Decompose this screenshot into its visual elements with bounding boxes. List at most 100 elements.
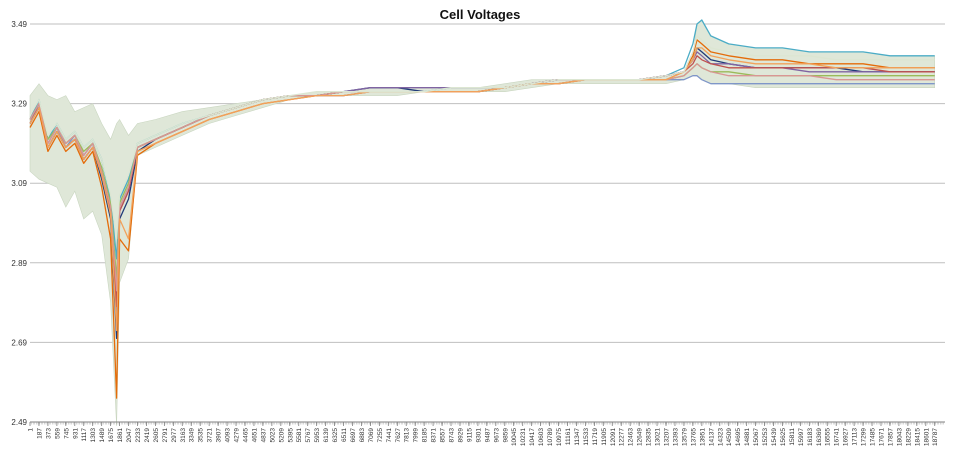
x-tick-label: 4279 <box>234 428 241 443</box>
y-tick-label: 3.09 <box>11 179 27 188</box>
x-tick-label: 2605 <box>153 428 160 443</box>
x-tick-label: 10417 <box>529 428 536 446</box>
x-tick-label: 3163 <box>180 428 187 443</box>
x-tick-label: 7999 <box>413 428 420 443</box>
x-tick-label: 15997 <box>798 428 805 446</box>
x-tick-label: 14881 <box>744 428 751 446</box>
series-lines <box>29 19 935 399</box>
x-tick-label: 8743 <box>449 428 456 443</box>
y-tick-label: 3.49 <box>11 20 27 29</box>
x-tick-label: 16555 <box>825 428 832 446</box>
cell-voltage-band <box>29 19 935 427</box>
x-tick-label: 6883 <box>359 428 366 443</box>
x-tick-label: 2977 <box>171 428 178 443</box>
x-tick-label: 10789 <box>547 428 554 446</box>
x-tick-label: 13579 <box>681 428 688 446</box>
x-tick-label: 3907 <box>216 428 223 443</box>
x-tick-label: 12835 <box>646 428 653 446</box>
y-tick-label: 3.29 <box>11 100 27 109</box>
x-tick-label: 14323 <box>717 428 724 446</box>
x-tick-label: 1 <box>28 428 35 432</box>
x-tick-label: 11161 <box>565 428 572 445</box>
x-tick-label: 4465 <box>243 428 250 443</box>
x-tick-label: 1117 <box>81 428 88 442</box>
x-tick-label: 187 <box>37 428 44 439</box>
x-tick-label: 16927 <box>843 428 850 446</box>
x-tick-label: 15625 <box>780 428 787 446</box>
x-tick-label: 6697 <box>350 428 357 443</box>
x-tick-label: 4837 <box>260 428 267 443</box>
x-tick-label: 18601 <box>923 428 930 446</box>
x-tick-label: 18229 <box>905 428 912 446</box>
y-tick-label: 2.49 <box>11 418 27 427</box>
x-tick-label: 10231 <box>520 428 527 446</box>
x-tick-label: 17299 <box>861 428 868 446</box>
chart-title: Cell Voltages <box>439 7 521 22</box>
x-axis: 1 187 373 559 745 931 1117 1303 1489 1675 1861 2047… <box>28 421 945 446</box>
x-tick-label: 2233 <box>135 428 142 443</box>
x-tick-label: 12649 <box>637 428 644 446</box>
x-tick-label: 2791 <box>162 428 169 443</box>
x-tick-label: 5953 <box>314 428 321 443</box>
x-tick-label: 11347 <box>574 428 581 446</box>
x-tick-label: 13951 <box>699 428 706 446</box>
x-tick-label: 4093 <box>225 428 232 443</box>
x-tick-label: 1303 <box>90 428 97 443</box>
series-envelope <box>29 19 935 427</box>
x-tick-label: 12091 <box>610 428 617 446</box>
series-line <box>29 75 935 320</box>
x-tick-label: 11905 <box>601 428 608 446</box>
x-tick-label: 1675 <box>108 428 115 443</box>
x-tick-label: 3721 <box>207 428 214 443</box>
x-tick-label: 15811 <box>789 428 796 446</box>
x-tick-label: 14695 <box>735 428 742 446</box>
x-tick-label: 8929 <box>458 428 465 443</box>
series-line <box>29 63 935 292</box>
x-tick-label: 18415 <box>914 428 921 446</box>
x-tick-label: 15067 <box>753 428 760 446</box>
x-tick-label: 16741 <box>834 428 841 446</box>
x-tick-label: 931 <box>72 428 79 439</box>
x-tick-label: 9487 <box>484 428 491 443</box>
series-line <box>29 55 935 308</box>
series-line <box>29 63 935 280</box>
x-tick-label: 1489 <box>99 428 106 443</box>
x-tick-label: 15439 <box>771 428 778 446</box>
y-tick-label: 2.69 <box>11 338 27 347</box>
x-tick-label: 13021 <box>655 428 662 446</box>
x-tick-label: 14509 <box>726 428 733 446</box>
x-tick-label: 5767 <box>305 428 312 443</box>
x-tick-label: 6511 <box>341 428 348 442</box>
x-tick-label: 6139 <box>323 428 330 443</box>
x-tick-label: 17485 <box>870 428 877 446</box>
x-tick-label: 8185 <box>422 428 429 443</box>
x-tick-label: 13207 <box>664 428 671 446</box>
x-tick-label: 10603 <box>538 428 545 446</box>
x-tick-label: 11533 <box>583 428 590 446</box>
series-line <box>29 35 935 240</box>
x-tick-label: 16183 <box>807 428 814 446</box>
x-tick-label: 5395 <box>287 428 294 443</box>
x-tick-label: 7255 <box>377 428 384 443</box>
x-tick-label: 7813 <box>404 428 411 443</box>
x-tick-label: 5581 <box>296 428 303 443</box>
x-tick-label: 11719 <box>592 428 599 446</box>
x-tick-label: 6325 <box>332 428 339 443</box>
x-tick-label: 745 <box>63 428 70 439</box>
x-tick-label: 373 <box>45 428 52 439</box>
x-tick-label: 9301 <box>475 428 482 443</box>
x-tick-label: 7069 <box>368 428 375 443</box>
x-tick-label: 17857 <box>888 428 895 446</box>
x-tick-label: 2047 <box>126 428 133 443</box>
x-tick-label: 9859 <box>502 428 509 443</box>
x-tick-label: 3349 <box>189 428 196 443</box>
x-tick-label: 10045 <box>511 428 518 446</box>
x-tick-label: 13393 <box>673 428 680 446</box>
x-tick-label: 4651 <box>251 428 258 443</box>
x-tick-label: 7627 <box>395 428 402 443</box>
x-tick-label: 1861 <box>117 428 124 443</box>
series-line <box>29 39 935 399</box>
x-tick-label: 14137 <box>708 428 715 446</box>
